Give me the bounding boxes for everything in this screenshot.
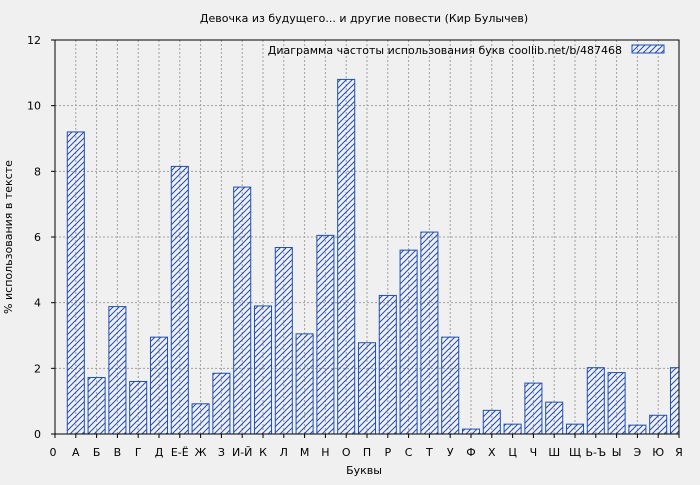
y-tick-label: 2: [34, 362, 41, 375]
y-tick-label: 4: [34, 297, 41, 310]
bar: [108, 306, 127, 435]
bar: [441, 336, 460, 435]
x-tick-label: В: [114, 446, 122, 459]
bar: [316, 234, 335, 435]
bar: [628, 424, 647, 435]
x-tick-label: Ж: [195, 446, 207, 459]
legend: Диаграмма частоты использования букв coo…: [268, 44, 665, 57]
bar: [274, 247, 293, 435]
bar: [212, 372, 231, 435]
x-tick-label: Н: [321, 446, 329, 459]
x-tick-label: П: [363, 446, 371, 459]
x-tick-label: Д: [155, 446, 164, 459]
bar: [524, 382, 543, 435]
x-tick-label: Щ: [569, 446, 581, 459]
x-tick-label: Х: [488, 446, 496, 459]
bar: [669, 367, 680, 435]
x-tick-label: Ю: [652, 446, 664, 459]
x-axis-title: Буквы: [346, 464, 382, 477]
bar: [649, 414, 668, 435]
bar: [129, 380, 148, 435]
y-axis-title: % использования в тексте: [2, 160, 15, 314]
y-tick-label: 6: [34, 231, 41, 244]
bar: [170, 165, 189, 435]
bar: [399, 249, 418, 435]
legend-swatch: [631, 44, 665, 54]
x-tick-label: Ч: [530, 446, 538, 459]
x-tick-label: А: [72, 446, 80, 459]
x-tick-label: У: [447, 446, 454, 459]
y-tick-label: 8: [34, 165, 41, 178]
bar: [253, 305, 273, 435]
x-tick-label: Ы: [612, 446, 622, 459]
x-tick-label: Э: [634, 446, 642, 459]
bar: [482, 409, 501, 435]
x-tick-label: О: [342, 446, 351, 459]
x-tick-label: Л: [280, 446, 288, 459]
bar: [545, 401, 564, 435]
x-tick-label: С: [405, 446, 413, 459]
x-tick-label: К: [259, 446, 267, 459]
y-tick-label: 10: [27, 100, 41, 113]
bar: [295, 333, 314, 435]
x-tick-label: М: [300, 446, 310, 459]
y-tick-label: 12: [27, 34, 41, 47]
x-tick-label: З: [218, 446, 225, 459]
x-tick-label: Я: [675, 446, 683, 459]
x-tick-label: 0: [50, 446, 57, 459]
bar: [66, 131, 85, 435]
x-tick-label: Р: [384, 446, 391, 459]
bar: [149, 336, 169, 435]
bar: [607, 372, 626, 435]
bar: [378, 294, 397, 435]
x-tick-label: Б: [93, 446, 101, 459]
bar: [87, 377, 106, 435]
x-tick-label: Ц: [508, 446, 517, 459]
bar: [357, 342, 377, 435]
bar: [420, 231, 439, 435]
bar: [565, 423, 585, 435]
bar: [233, 186, 252, 435]
y-axis-ticks: 0 2 4 6 8 10 12: [27, 34, 55, 441]
x-tick-label: Г: [135, 446, 142, 459]
x-tick-label: Е-Ё: [171, 446, 189, 459]
bar: [503, 423, 522, 435]
bars: [66, 78, 680, 435]
x-tick-label: Ь-Ъ: [585, 446, 606, 459]
bar: [337, 78, 356, 435]
x-tick-label: Ш: [548, 446, 560, 459]
chart-title: Девочка из будущего... и другие повести …: [200, 12, 528, 25]
legend-label: Диаграмма частоты использования букв coo…: [268, 44, 622, 57]
bar: [191, 403, 210, 435]
bar: [586, 367, 605, 435]
x-axis-ticks: 0 А Б В Г Д Е-Ё Ж З И-Й К Л М Н О П Р С Т У Ф Х Ц Ч Ш Щ Ь-Ъ Ы Э Ю Я: [50, 434, 683, 459]
x-tick-label: Т: [425, 446, 433, 459]
x-tick-label: И-Й: [232, 446, 252, 459]
x-tick-label: Ф: [466, 446, 475, 459]
y-tick-label: 0: [34, 428, 41, 441]
bar: [461, 428, 481, 435]
